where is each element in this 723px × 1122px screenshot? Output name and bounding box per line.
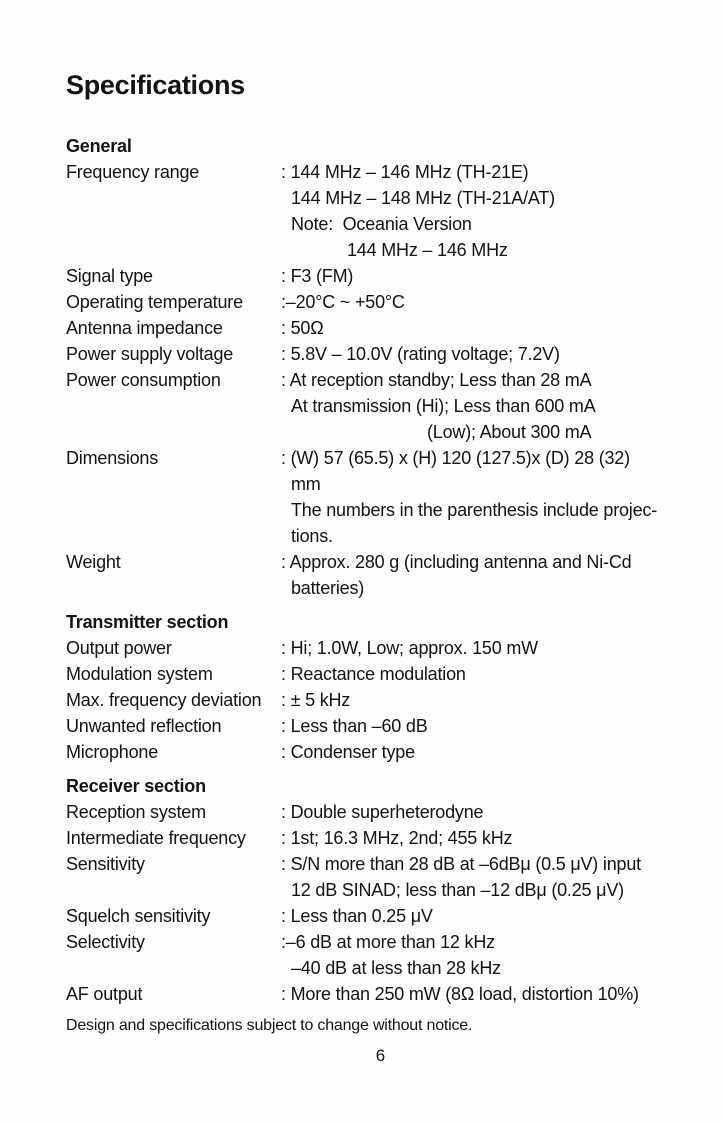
spec-value: : More than 250 mW (8Ω load, distortion …	[281, 981, 695, 1007]
spec-label: Reception system	[66, 802, 206, 822]
spec-line: : F3 (FM)	[281, 266, 354, 286]
spec-line: 12 dB SINAD; less than –12 dBμ (0.25 μV)	[291, 880, 624, 900]
section-heading: Transmitter section	[66, 612, 229, 632]
spec-value: : Condenser type	[281, 739, 695, 765]
spec-value: : 5.8V – 10.0V (rating voltage; 7.2V)	[281, 341, 695, 367]
spec-row: Modulation system : Reactance modulation	[66, 661, 695, 687]
spec-value: : 50Ω	[281, 315, 695, 341]
spec-value: : 144 MHz – 146 MHz (TH-21E) 144 MHz – 14…	[281, 159, 695, 263]
spec-row: Antenna impedance : 50Ω	[66, 315, 695, 341]
spec-label: Power consumption	[66, 370, 221, 390]
spec-row: Unwanted reflection : Less than –60 dB	[66, 713, 695, 739]
spec-line: : ± 5 kHz	[281, 690, 351, 710]
spec-line: : Approx. 280 g (including antenna and N…	[281, 552, 632, 572]
spec-line: tions.	[291, 526, 333, 546]
spec-row: Max. frequency deviation : ± 5 kHz	[66, 687, 695, 713]
spec-section: Transmitter section Output power : Hi; 1.0…	[66, 609, 695, 765]
spec-row: Weight : Approx. 280 g (including antenna…	[66, 549, 695, 601]
spec-label: Unwanted reflection	[66, 716, 222, 736]
spec-line: : (W) 57 (65.5) x (H) 120 (127.5)x (D) 2…	[281, 448, 630, 468]
spec-label: Modulation system	[66, 664, 213, 684]
spec-line: : Condenser type	[281, 742, 415, 762]
page-number: 6	[375, 1046, 386, 1065]
spec-value: : Hi; 1.0W, Low; approx. 150 mW	[281, 635, 695, 661]
spec-row: Power supply voltage : 5.8V – 10.0V (rati…	[66, 341, 695, 367]
spec-line: (Low); About 300 mA	[427, 422, 592, 442]
spec-value: : Less than –60 dB	[281, 713, 695, 739]
spec-value: : (W) 57 (65.5) x (H) 120 (127.5)x (D) 2…	[281, 445, 695, 549]
spec-line: : At reception standby; Less than 28 mA	[281, 370, 592, 390]
spec-line: batteries)	[291, 578, 365, 598]
spec-value: :–6 dB at more than 12 kHz –40 dB at less…	[281, 929, 695, 981]
spec-value: : ± 5 kHz	[281, 687, 695, 713]
spec-value: : S/N more than 28 dB at –6dBμ (0.5 μV) …	[281, 851, 695, 903]
spec-label: Sensitivity	[66, 854, 145, 874]
spec-label: AF output	[66, 984, 143, 1004]
spec-line: : 50Ω	[281, 318, 324, 338]
footer-note: Design and specifications subject to cha…	[66, 1017, 473, 1034]
spec-line: The numbers in the parenthesis include p…	[291, 500, 658, 520]
spec-line: : 144 MHz – 146 MHz (TH-21E)	[281, 162, 529, 182]
spec-line: : S/N more than 28 dB at –6dBμ (0.5 μV) …	[281, 854, 641, 874]
spec-value: : Less than 0.25 μV	[281, 903, 695, 929]
spec-label: Selectivity	[66, 932, 145, 952]
spec-row: Signal type : F3 (FM)	[66, 263, 695, 289]
spec-line: :–6 dB at more than 12 kHz	[281, 932, 495, 952]
spec-line: Note: Oceania Version	[291, 214, 472, 234]
spec-row: Output power : Hi; 1.0W, Low; approx. 150…	[66, 635, 695, 661]
spec-section: General Frequency range : 144 MHz – 146 MH…	[66, 133, 695, 601]
spec-line: 144 MHz – 146 MHz	[347, 240, 508, 260]
spec-value: : 1st; 16.3 MHz, 2nd; 455 kHz	[281, 825, 695, 851]
spec-line: : Hi; 1.0W, Low; approx. 150 mW	[281, 638, 538, 658]
spec-label: Signal type	[66, 266, 153, 286]
spec-line: : 5.8V – 10.0V (rating voltage; 7.2V)	[281, 344, 560, 364]
spec-line: :–20°C ~ +50°C	[281, 292, 405, 312]
spec-list: General Frequency range : 144 MHz – 146 MH…	[66, 133, 695, 1007]
spec-label: Intermediate frequency	[66, 828, 246, 848]
spec-line: –40 dB at less than 28 kHz	[291, 958, 501, 978]
spec-label: Power supply voltage	[66, 344, 234, 364]
section-heading: Receiver section	[66, 776, 206, 796]
spec-value: :–20°C ~ +50°C	[281, 289, 695, 315]
spec-label: Output power	[66, 638, 172, 658]
spec-line: : Double superheterodyne	[281, 802, 484, 822]
spec-row: Squelch sensitivity : Less than 0.25 μV	[66, 903, 695, 929]
spec-row: Microphone : Condenser type	[66, 739, 695, 765]
spec-value: : At reception standby; Less than 28 mA A…	[281, 367, 695, 445]
spec-label: Dimensions	[66, 448, 159, 468]
spec-label: Operating temperature	[66, 292, 243, 312]
spec-value: : Approx. 280 g (including antenna and N…	[281, 549, 695, 601]
spec-line: mm	[291, 474, 321, 494]
spec-line: : Less than –60 dB	[281, 716, 428, 736]
spec-label: Max. frequency deviation	[66, 690, 262, 710]
spec-line: 144 MHz – 148 MHz (TH-21A/AT)	[291, 188, 555, 208]
spec-row: Power consumption : At reception standby;…	[66, 367, 695, 445]
spec-label: Microphone	[66, 742, 159, 762]
spec-row: Dimensions : (W) 57 (65.5) x (H) 120 (127…	[66, 445, 695, 549]
spec-row: Sensitivity : S/N more than 28 dB at –6dB…	[66, 851, 695, 903]
spec-row: Frequency range : 144 MHz – 146 MHz (TH-2…	[66, 159, 695, 263]
spec-row: Intermediate frequency : 1st; 16.3 MHz, 2…	[66, 825, 695, 851]
spec-line: At transmission (Hi); Less than 600 mA	[291, 396, 596, 416]
spec-label: Frequency range	[66, 162, 200, 182]
spec-value: : F3 (FM)	[281, 263, 695, 289]
spec-line: : 1st; 16.3 MHz, 2nd; 455 kHz	[281, 828, 513, 848]
spec-value: : Double superheterodyne	[281, 799, 695, 825]
spec-section: Receiver section Reception system : Double…	[66, 773, 695, 1007]
page-title: Specifications	[66, 70, 245, 100]
spec-row: Operating temperature :–20°C ~ +50°C	[66, 289, 695, 315]
spec-row: Selectivity :–6 dB at more than 12 kHz –40…	[66, 929, 695, 981]
spec-label: Weight	[66, 552, 121, 572]
spec-line: : More than 250 mW (8Ω load, distortion …	[281, 984, 639, 1004]
spec-label: Antenna impedance	[66, 318, 223, 338]
spec-value: : Reactance modulation	[281, 661, 695, 687]
spec-row: Reception system : Double superheterodyne	[66, 799, 695, 825]
spec-line: : Less than 0.25 μV	[281, 906, 433, 926]
spec-label: Squelch sensitivity	[66, 906, 211, 926]
section-heading: General	[66, 136, 132, 156]
spec-row: AF output : More than 250 mW (8Ω load, di…	[66, 981, 695, 1007]
spec-line: : Reactance modulation	[281, 664, 466, 684]
